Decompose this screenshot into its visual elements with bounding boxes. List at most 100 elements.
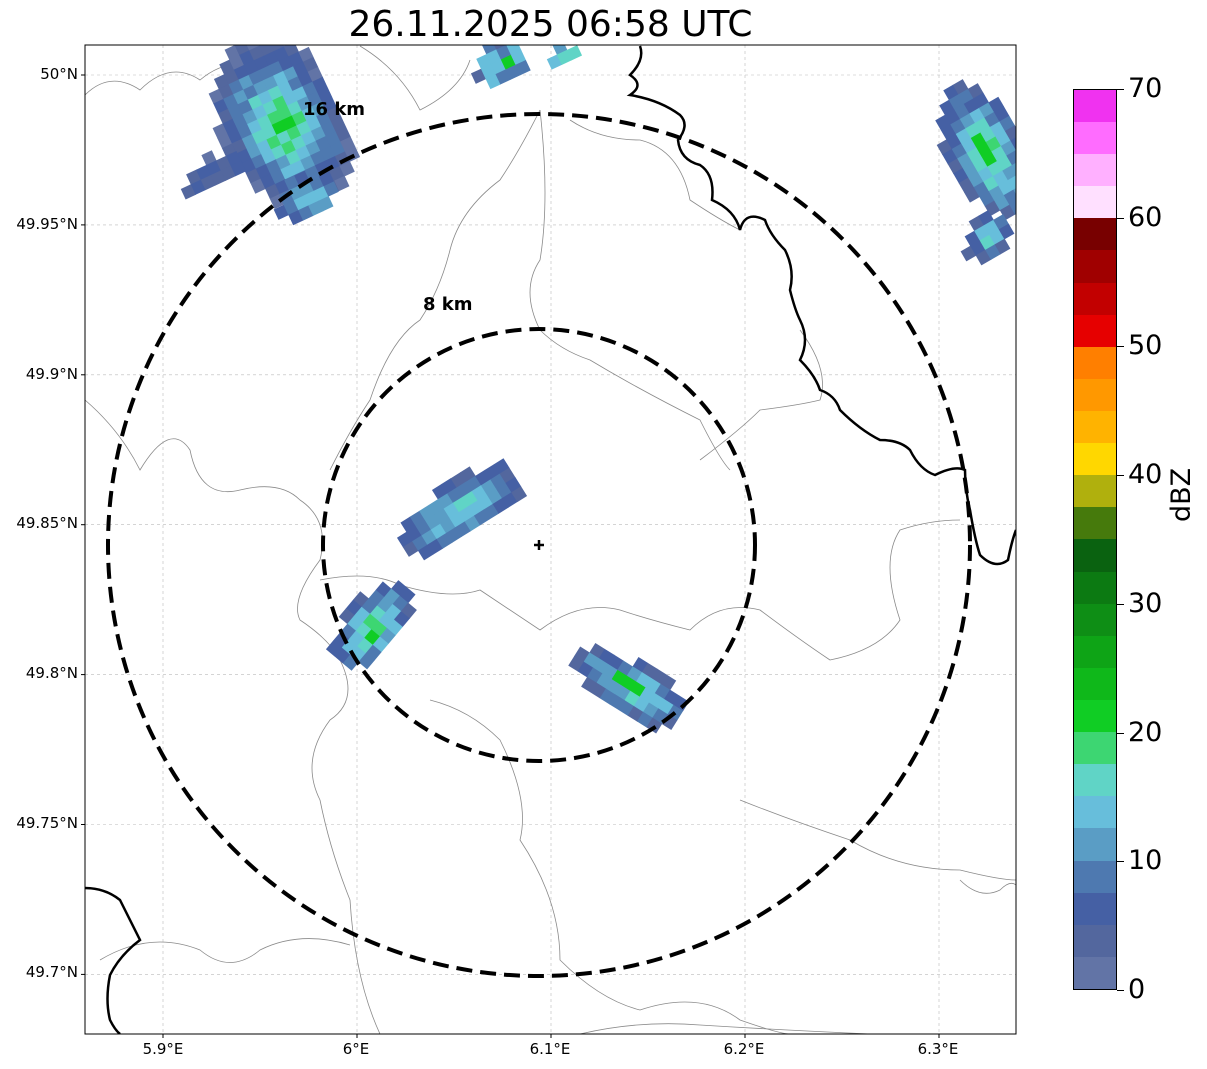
echo-pixel	[302, 56, 319, 73]
colorbar-segment	[1074, 475, 1116, 508]
echo-pixel	[284, 175, 300, 191]
range-rings	[106, 112, 972, 978]
echo-pixel	[263, 50, 280, 67]
echo-pixel	[1006, 149, 1016, 166]
echo-pixel	[546, 54, 563, 70]
colorbar-segment	[1074, 635, 1116, 668]
echo-pixel	[273, 70, 289, 87]
colorbar-tick-label: 0	[1128, 974, 1146, 1005]
echo-pixel	[256, 139, 272, 155]
echo-pixel	[491, 45, 507, 50]
colorbar-segment	[1074, 860, 1116, 893]
colorbar-segment	[1074, 507, 1116, 540]
echo-pixel	[217, 133, 233, 149]
echo-pixel	[313, 186, 329, 202]
echo-pixel	[305, 140, 321, 156]
echo-pixel	[300, 155, 316, 171]
echo-pixel	[326, 106, 342, 122]
colorbar-segment	[1074, 700, 1116, 733]
echo-cell	[273, 170, 339, 226]
echo-cell	[208, 45, 361, 215]
map-title: 26.11.2025 06:58 UTC	[348, 4, 753, 45]
echo-pixel	[285, 149, 301, 166]
plot-frame	[84, 44, 1017, 1035]
echo-pixel	[251, 129, 268, 145]
echo-pixel	[233, 64, 250, 81]
echo-pixel	[275, 154, 291, 170]
echo-pixel	[228, 79, 244, 95]
echo-pixel	[1004, 125, 1016, 141]
colorbar-segment	[1074, 667, 1116, 701]
echo-pixel	[1010, 134, 1016, 151]
echo-pixel	[223, 69, 240, 85]
gridlines	[81, 45, 1016, 1038]
echo-pixel	[320, 145, 336, 162]
echo-pixel	[246, 143, 262, 160]
echo-pixel	[303, 190, 319, 206]
echo-pixel	[304, 165, 321, 181]
echo-cell	[935, 79, 1044, 221]
echo-pixel	[251, 153, 267, 170]
echo-pixel	[200, 174, 216, 191]
echo-pixel	[241, 133, 258, 150]
echo-pixel	[277, 105, 293, 121]
echo-pixel	[312, 76, 328, 93]
echo-pixel	[261, 124, 278, 140]
echo-pixel	[566, 45, 583, 61]
echo-pixel	[291, 110, 307, 126]
echo-pixel	[290, 159, 306, 176]
colorbar-segment	[1074, 282, 1116, 315]
echo-pixel	[217, 108, 234, 124]
echo-pixel	[230, 160, 246, 177]
colorbar-tick-label: 60	[1128, 201, 1163, 233]
country-borders	[85, 45, 1016, 1034]
echo-pixel	[271, 144, 287, 160]
y-tick-label: 50°N	[40, 65, 78, 83]
echo-pixel	[267, 110, 283, 126]
echo-pixel	[297, 71, 313, 87]
echo-pixel	[283, 199, 299, 216]
echo-pixel	[260, 173, 276, 190]
echo-pixel	[1028, 188, 1044, 204]
precipitation-echoes	[180, 45, 1044, 734]
echo-pixel	[316, 86, 333, 103]
echo-pixel	[334, 175, 350, 192]
echo-pixel	[252, 104, 268, 120]
colorbar-segment	[1074, 539, 1116, 572]
x-tick-label: 6.1°E	[529, 1040, 571, 1058]
echo-pixel	[273, 46, 290, 62]
echo-pixel	[339, 161, 355, 177]
echo-pixel	[224, 45, 240, 61]
echo-pixel	[476, 53, 492, 70]
echo-pixel	[213, 98, 229, 114]
echo-pixel	[1021, 154, 1037, 170]
colorbar-segment	[1074, 764, 1116, 797]
echo-pixel	[1009, 198, 1016, 215]
echo-pixel	[515, 59, 531, 76]
echo-pixel	[310, 125, 327, 142]
echo-pixel	[293, 195, 309, 211]
admin-boundaries	[85, 45, 1016, 1034]
echo-pixel	[247, 119, 263, 135]
echo-pixel	[225, 150, 242, 167]
colorbar-tick-label: 30	[1128, 587, 1163, 619]
echo-pixel	[257, 114, 273, 130]
echo-pixel	[1019, 193, 1035, 209]
echo-pixel	[259, 45, 275, 57]
echo-pixel	[511, 486, 528, 503]
echo-pixel	[223, 94, 239, 110]
echo-pixel	[239, 50, 255, 66]
echo-pixel	[500, 54, 517, 70]
echo-pixel	[231, 138, 248, 154]
colorbar-segment	[1074, 603, 1116, 636]
echo-pixel	[295, 145, 311, 161]
echo-pixel	[213, 74, 230, 90]
echo-pixel	[318, 196, 334, 212]
colorbar-segment	[1074, 186, 1116, 219]
colorbar-tick-mark	[1117, 89, 1124, 90]
echo-pixel	[222, 118, 238, 134]
echo-pixel	[273, 204, 289, 220]
echo-pixel	[280, 164, 296, 180]
echo-pixel	[227, 128, 243, 144]
